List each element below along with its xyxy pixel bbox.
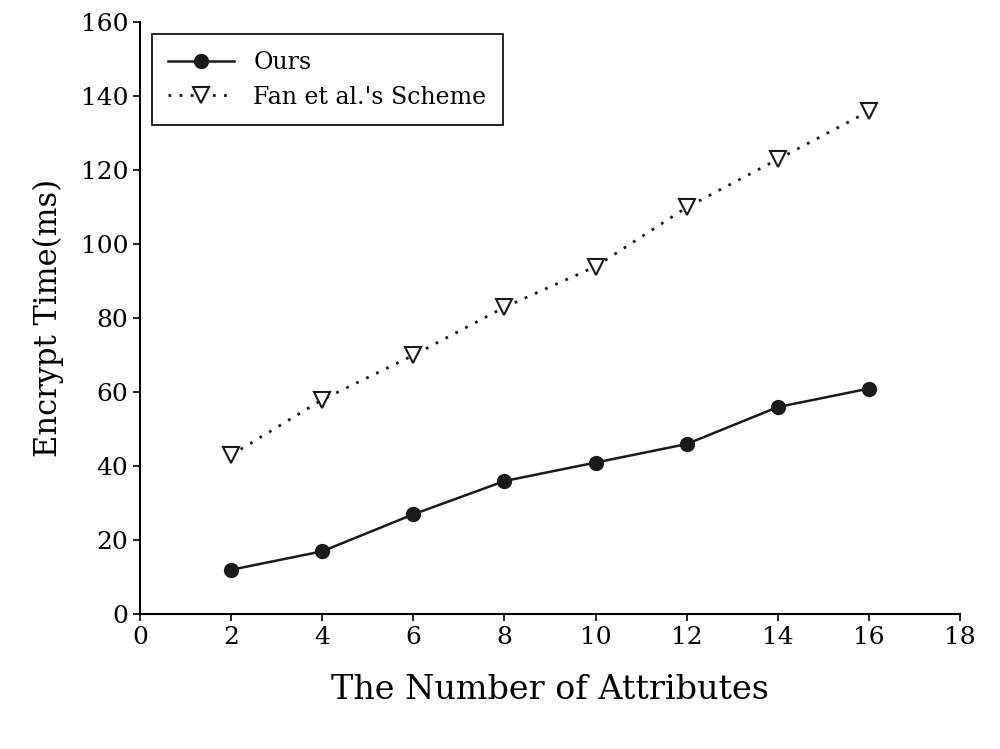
Ours <box>863 384 875 393</box>
Fan et al.'s Scheme <box>225 451 237 460</box>
Fan et al.'s Scheme <box>681 203 693 212</box>
Ours <box>225 565 237 574</box>
Ours <box>407 510 419 519</box>
Fan et al.'s Scheme <box>498 303 510 312</box>
Ours <box>772 403 784 412</box>
X-axis label: The Number of Attributes: The Number of Attributes <box>331 674 769 706</box>
Ours <box>498 476 510 485</box>
Fan et al.'s Scheme <box>863 106 875 115</box>
Legend: Ours, Fan et al.'s Scheme: Ours, Fan et al.'s Scheme <box>152 34 503 125</box>
Fan et al.'s Scheme <box>772 155 784 164</box>
Line: Fan et al.'s Scheme: Fan et al.'s Scheme <box>223 103 877 463</box>
Ours <box>316 547 328 556</box>
Fan et al.'s Scheme <box>407 351 419 360</box>
Y-axis label: Encrypt Time(ms): Encrypt Time(ms) <box>33 179 64 458</box>
Ours <box>590 458 602 467</box>
Fan et al.'s Scheme <box>590 262 602 271</box>
Fan et al.'s Scheme <box>316 395 328 404</box>
Ours <box>681 440 693 449</box>
Line: Ours: Ours <box>224 382 876 577</box>
